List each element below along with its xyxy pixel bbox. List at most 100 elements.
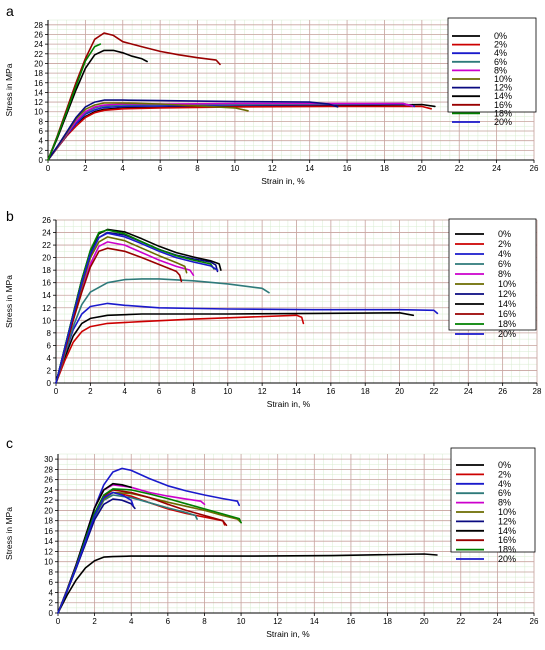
x-axis-label: Strain in, % bbox=[267, 399, 311, 409]
series-line-10 bbox=[55, 232, 219, 384]
legend-label: 8% bbox=[494, 65, 507, 75]
x-tick-label: 0 bbox=[54, 387, 59, 396]
y-tick-label: 8 bbox=[39, 117, 44, 126]
x-tick-label: 6 bbox=[157, 387, 162, 396]
chart-panel-c: c 0 2 4 6 8 10 12 14 16 18 20 22 24 26 0 2 4 6 8 10 12 14 16 18… bbox=[0, 432, 545, 650]
legend-label: 16% bbox=[498, 309, 516, 319]
x-tick-label: 22 bbox=[455, 164, 464, 173]
x-tick-label: 8 bbox=[195, 164, 200, 173]
x-tick-label: 28 bbox=[533, 387, 542, 396]
x-tick-label: 4 bbox=[129, 617, 134, 626]
legend-label: 14% bbox=[498, 526, 516, 536]
y-tick-label: 2 bbox=[47, 366, 52, 375]
x-tick-label: 14 bbox=[292, 387, 301, 396]
legend-label: 10% bbox=[498, 279, 516, 289]
y-tick-label: 20 bbox=[44, 506, 53, 515]
x-tick-label: 26 bbox=[530, 164, 539, 173]
y-tick-label: 14 bbox=[42, 291, 51, 300]
x-tick-label: 6 bbox=[158, 164, 163, 173]
x-tick-label: 24 bbox=[493, 617, 502, 626]
x-tick-label: 24 bbox=[464, 387, 473, 396]
y-tick-label: 0 bbox=[47, 379, 52, 388]
y-tick-label: 12 bbox=[34, 98, 43, 107]
x-tick-label: 2 bbox=[88, 387, 93, 396]
y-tick-label: 26 bbox=[42, 216, 51, 225]
y-tick-label: 4 bbox=[49, 588, 54, 597]
y-axis-label: Stress in MPa bbox=[4, 63, 14, 116]
x-tick-label: 10 bbox=[223, 387, 232, 396]
x-tick-label: 16 bbox=[343, 164, 352, 173]
y-tick-label: 16 bbox=[42, 279, 51, 288]
y-tick-label: 18 bbox=[34, 69, 43, 78]
legend-label: 12% bbox=[498, 516, 516, 526]
legend-label: 0% bbox=[498, 460, 511, 470]
series-line-6 bbox=[47, 99, 339, 161]
legend-label: 6% bbox=[494, 57, 507, 67]
chart-b-svg: 0 2 4 6 8 10 12 14 16 18 20 22 24 26 28024681012141618… bbox=[4, 216, 542, 409]
y-tick-label: 12 bbox=[42, 304, 51, 313]
y-tick-label: 4 bbox=[39, 137, 44, 146]
legend-label: 14% bbox=[498, 299, 516, 309]
legend-label: 4% bbox=[498, 249, 511, 259]
x-tick-label: 12 bbox=[268, 164, 277, 173]
y-tick-label: 2 bbox=[49, 599, 54, 608]
panel-letter: a bbox=[6, 3, 14, 19]
panel-letter: c bbox=[6, 435, 13, 451]
chart-c-svg: 0 2 4 6 8 10 12 14 16 18 20 22 24 2602468101214161820… bbox=[4, 447, 539, 639]
legend-box bbox=[447, 17, 537, 113]
y-tick-label: 14 bbox=[44, 537, 53, 546]
x-tick-label: 14 bbox=[310, 617, 319, 626]
x-tick-label: 2 bbox=[92, 617, 97, 626]
legend-label: 18% bbox=[498, 319, 516, 329]
legend-label: 10% bbox=[498, 507, 516, 517]
y-tick-label: 8 bbox=[49, 568, 54, 577]
x-tick-label: 16 bbox=[346, 617, 355, 626]
x-tick-label: 20 bbox=[420, 617, 429, 626]
y-tick-label: 0 bbox=[39, 156, 44, 165]
legend-label: 18% bbox=[494, 108, 512, 118]
x-tick-label: 4 bbox=[122, 387, 127, 396]
y-tick-label: 16 bbox=[34, 79, 43, 88]
x-tick-label: 10 bbox=[237, 617, 246, 626]
legend-label: 8% bbox=[498, 269, 511, 279]
y-tick-label: 8 bbox=[47, 329, 52, 338]
y-tick-label: 10 bbox=[42, 316, 51, 325]
legend-label: 12% bbox=[498, 289, 516, 299]
y-tick-label: 22 bbox=[42, 241, 51, 250]
legend-label: 12% bbox=[494, 83, 512, 93]
legend-label: 16% bbox=[494, 100, 512, 110]
y-tick-label: 26 bbox=[44, 476, 53, 485]
legend-label: 14% bbox=[494, 91, 512, 101]
y-tick-label: 2 bbox=[39, 146, 44, 155]
series-line-2 bbox=[55, 302, 439, 384]
x-tick-label: 26 bbox=[498, 387, 507, 396]
x-axis-label: Strain in, % bbox=[266, 629, 310, 639]
chart-panel-a: a 0 2 4 6 8 10 12 14 16 18 20 22 24 26 0 2 4 6 8 10 12 14 16 18… bbox=[0, 0, 545, 205]
x-tick-label: 0 bbox=[56, 617, 61, 626]
legend-label: 2% bbox=[494, 40, 507, 50]
y-tick-label: 24 bbox=[34, 40, 43, 49]
legend-label: 20% bbox=[498, 329, 516, 339]
series-line-8 bbox=[55, 247, 183, 384]
y-tick-label: 24 bbox=[42, 229, 51, 238]
x-tick-label: 20 bbox=[395, 387, 404, 396]
y-tick-label: 10 bbox=[34, 108, 43, 117]
y-tick-label: 28 bbox=[34, 21, 43, 30]
y-tick-label: 6 bbox=[47, 341, 52, 350]
y-tick-label: 18 bbox=[44, 517, 53, 526]
legend-label: 8% bbox=[498, 498, 511, 508]
legend-label: 2% bbox=[498, 469, 511, 479]
x-tick-label: 18 bbox=[380, 164, 389, 173]
x-tick-label: 24 bbox=[492, 164, 501, 173]
legend-label: 0% bbox=[498, 229, 511, 239]
x-axis-label: Strain in, % bbox=[261, 176, 305, 186]
legend-label: 20% bbox=[494, 117, 512, 127]
y-tick-label: 30 bbox=[44, 455, 53, 464]
x-tick-label: 10 bbox=[230, 164, 239, 173]
y-tick-label: 20 bbox=[34, 59, 43, 68]
x-tick-label: 18 bbox=[361, 387, 370, 396]
y-tick-label: 18 bbox=[42, 266, 51, 275]
legend-label: 4% bbox=[494, 48, 507, 58]
series-line-0 bbox=[55, 312, 415, 384]
x-tick-label: 2 bbox=[83, 164, 88, 173]
